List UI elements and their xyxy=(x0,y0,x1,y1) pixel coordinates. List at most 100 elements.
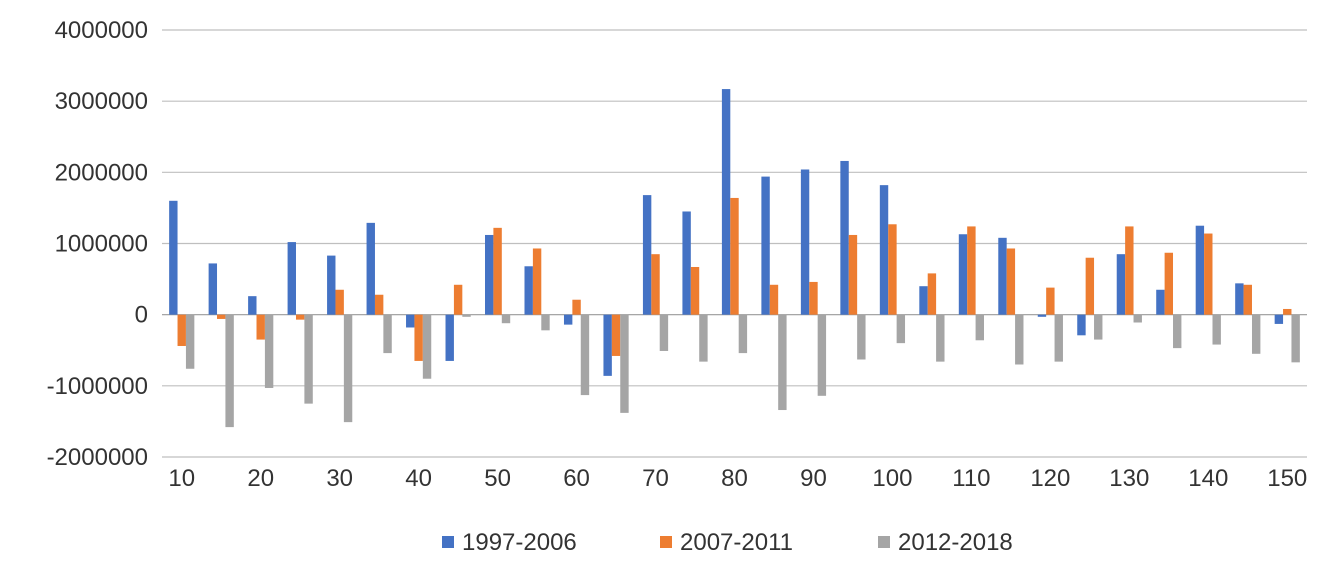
y-axis-ticks: 4000000 3000000 2000000 1000000 0 -1000000 -20… xyxy=(47,17,148,471)
bar xyxy=(366,222,375,315)
bar xyxy=(1133,314,1142,323)
bar xyxy=(335,289,344,315)
bar xyxy=(501,314,511,324)
bar xyxy=(177,314,186,346)
bar xyxy=(927,273,937,315)
bar xyxy=(304,314,313,404)
y-tick-label: 0 xyxy=(135,302,148,329)
bar xyxy=(453,284,463,315)
bar xyxy=(374,294,384,315)
legend-label: 2007-2011 xyxy=(680,529,793,556)
x-tick-label: 50 xyxy=(484,465,511,492)
bar xyxy=(1291,314,1300,363)
legend-item: 2007-2011 xyxy=(660,529,793,556)
x-tick-label: 70 xyxy=(642,465,669,492)
bar xyxy=(524,266,533,315)
bar xyxy=(896,314,906,344)
legend-label: 1997-2006 xyxy=(462,529,577,556)
bar xyxy=(343,314,353,423)
bar xyxy=(1006,248,1016,315)
y-tick-label: 2000000 xyxy=(55,159,148,186)
bar xyxy=(1204,233,1213,315)
bar xyxy=(682,211,691,315)
x-tick-label: 20 xyxy=(247,465,274,492)
legend-swatch xyxy=(442,536,454,548)
bar xyxy=(493,227,502,315)
x-tick-label: 80 xyxy=(721,465,748,492)
bar xyxy=(256,314,265,340)
x-tick-label: 110 xyxy=(952,465,990,492)
bar xyxy=(185,314,195,369)
bar xyxy=(1116,254,1126,315)
x-tick-label: 120 xyxy=(1030,465,1070,492)
bar xyxy=(958,234,968,315)
bar xyxy=(264,314,274,388)
y-tick-label: -2000000 xyxy=(47,444,148,471)
series-2012-2018 xyxy=(185,314,1300,428)
bar xyxy=(169,200,178,315)
bar xyxy=(998,237,1007,315)
bar xyxy=(642,195,652,315)
bar xyxy=(603,314,612,376)
gridlines xyxy=(162,29,1307,458)
bar xyxy=(800,169,810,315)
bar xyxy=(888,224,897,315)
bar xyxy=(208,263,218,315)
bar xyxy=(738,314,748,354)
bar xyxy=(730,197,739,315)
bar xyxy=(699,314,708,362)
bar xyxy=(1015,314,1024,365)
y-tick-label: 4000000 xyxy=(55,17,148,44)
bar xyxy=(563,314,573,325)
bar xyxy=(659,314,669,351)
x-axis-ticks: 10 20 30 40 50 60 70 80 90 100 110 120 130 140 150 xyxy=(168,465,1307,492)
bar xyxy=(445,314,454,361)
bar xyxy=(422,314,432,379)
bar xyxy=(580,314,590,396)
series-2007-2011 xyxy=(177,197,1292,361)
bar xyxy=(967,226,976,315)
bar xyxy=(406,314,415,328)
x-tick-label: 150 xyxy=(1267,465,1307,492)
bar xyxy=(1235,283,1244,315)
y-tick-label: 3000000 xyxy=(55,88,148,115)
bar xyxy=(1243,284,1252,315)
legend-swatch xyxy=(878,536,890,548)
bar xyxy=(327,255,336,315)
bar xyxy=(295,314,305,320)
bar xyxy=(690,266,700,315)
x-tick-label: 10 xyxy=(168,465,195,492)
bar xyxy=(857,314,866,360)
bars xyxy=(169,89,1300,428)
x-tick-label: 40 xyxy=(405,465,432,492)
legend-label: 2012-2018 xyxy=(898,529,1013,556)
bar xyxy=(778,314,787,411)
x-tick-label: 100 xyxy=(872,465,912,492)
bar xyxy=(1195,225,1205,315)
series-1997-2006 xyxy=(169,89,1284,376)
y-tick-label: -1000000 xyxy=(47,373,148,400)
legend-item: 2012-2018 xyxy=(878,529,1013,556)
bar xyxy=(1054,314,1063,362)
bar xyxy=(879,185,889,315)
x-tick-label: 130 xyxy=(1109,465,1149,492)
bar xyxy=(572,299,581,315)
legend: 1997-2006 2007-2011 2012-2018 xyxy=(442,529,1013,556)
bar xyxy=(809,281,818,315)
bar xyxy=(1037,314,1047,317)
x-tick-label: 90 xyxy=(800,465,827,492)
bar xyxy=(1094,314,1103,340)
bar xyxy=(383,314,392,354)
legend-swatch xyxy=(660,536,672,548)
bar xyxy=(532,248,542,315)
bar xyxy=(414,314,423,361)
bar xyxy=(1164,252,1174,315)
x-tick-label: 60 xyxy=(563,465,590,492)
bar xyxy=(761,176,770,315)
bar xyxy=(217,314,226,319)
bar xyxy=(611,314,621,356)
bar xyxy=(1077,314,1086,336)
bar xyxy=(1173,314,1182,349)
bar xyxy=(919,286,928,315)
